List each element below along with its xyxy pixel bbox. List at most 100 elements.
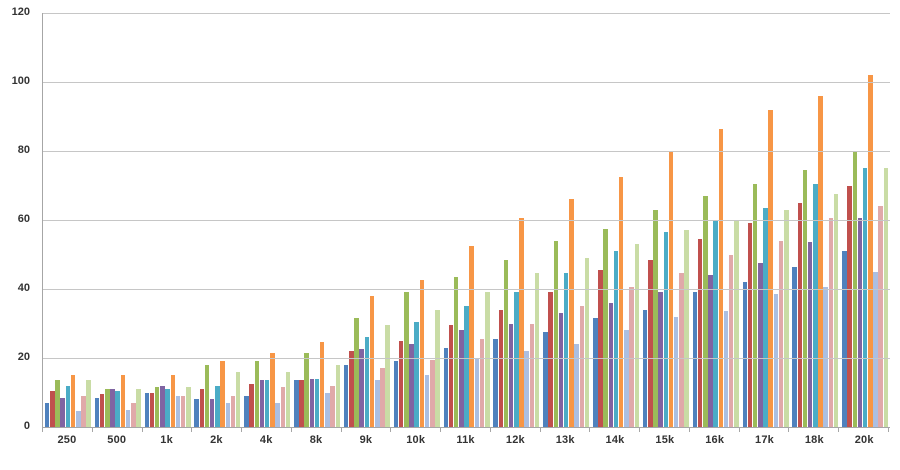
bar-red	[648, 259, 653, 427]
bar-light-blue	[175, 395, 181, 427]
x-axis-tick	[342, 428, 392, 432]
bar-light-green	[285, 371, 291, 427]
bar-orange	[170, 375, 175, 427]
bar-orange	[419, 280, 425, 427]
bar-purple	[309, 378, 315, 427]
bar-light-pink	[679, 273, 684, 427]
x-axis-tick	[93, 428, 143, 432]
bar-blue	[144, 392, 150, 427]
x-tick-label: 13k	[555, 434, 575, 446]
bar-teal	[364, 337, 370, 427]
bar-blue	[244, 395, 249, 427]
bar-purple	[608, 302, 614, 427]
bar-red	[249, 383, 254, 427]
x-axis-tick	[640, 428, 690, 432]
plot-area	[42, 13, 890, 428]
bar-light-pink	[280, 387, 286, 427]
bar-green	[354, 318, 359, 427]
x-axis-tick	[391, 428, 442, 432]
bar-teal	[862, 168, 868, 427]
bar-red	[548, 292, 553, 427]
bar-light-pink	[230, 395, 236, 427]
bar-light-blue	[275, 402, 280, 427]
gridline	[43, 82, 890, 83]
bar-light-blue	[325, 392, 330, 427]
bar-green	[802, 169, 808, 427]
bar-red	[797, 202, 803, 427]
bar-light-blue	[76, 411, 81, 427]
bar-orange	[818, 95, 823, 427]
y-axis: 0 20 40 60 80 100 120	[0, 0, 36, 470]
bar-teal	[215, 385, 220, 427]
y-tick-label: 40	[17, 282, 30, 294]
gridline	[43, 289, 890, 290]
bar-group-9k	[342, 13, 392, 427]
bar-light-blue	[823, 287, 828, 427]
x-axis: 250 500 1k 2k 4k 8k 9k 10k 11k 12k 13k 14k 15k 16k 17k…	[42, 434, 889, 446]
bar-purple	[60, 397, 65, 427]
bar-group-4k	[242, 13, 292, 427]
bar-group-10k	[392, 13, 442, 427]
bar-teal	[264, 380, 270, 427]
bar-light-pink	[579, 306, 584, 427]
x-axis-tick	[143, 428, 193, 432]
bar-blue	[343, 364, 349, 427]
bar-orange	[319, 342, 325, 427]
bar-light-green	[634, 244, 640, 427]
bar-light-pink	[828, 218, 834, 427]
bar-purple	[459, 330, 464, 427]
bar-teal	[613, 251, 619, 427]
bar-light-pink	[430, 359, 435, 427]
bar-red	[99, 394, 105, 427]
bar-light-green	[584, 257, 590, 427]
bar-green	[55, 380, 60, 427]
bar-group-16k	[691, 13, 741, 427]
x-axis-tick	[541, 428, 591, 432]
bar-green	[503, 259, 509, 427]
x-tick-label: 500	[107, 434, 127, 446]
x-axis-tick	[789, 428, 840, 432]
x-axis-tick	[839, 428, 890, 432]
bar-purple	[359, 349, 364, 427]
bar-orange	[120, 375, 126, 427]
bar-blue	[543, 332, 548, 427]
bar-teal	[165, 389, 170, 427]
bar-group-14k	[591, 13, 641, 427]
bar-light-pink	[81, 395, 86, 427]
x-tick-label: 12k	[505, 434, 525, 446]
bar-green	[154, 387, 160, 427]
bar-purple	[259, 380, 265, 427]
bar-orange	[220, 361, 225, 427]
bar-purple	[508, 323, 514, 427]
bar-light-pink	[131, 402, 136, 427]
bar-group-8k	[292, 13, 342, 427]
bar-light-green	[883, 168, 889, 427]
bar-group-500	[93, 13, 143, 427]
bar-light-green	[833, 194, 839, 427]
y-tick-label: 20	[17, 351, 30, 363]
bar-orange	[618, 176, 624, 427]
bar-light-blue	[773, 294, 779, 427]
bar-light-pink	[479, 339, 485, 427]
y-tick-label: 120	[11, 6, 30, 18]
bar-orange	[868, 75, 873, 427]
bar-green	[204, 364, 210, 427]
x-axis-tick	[441, 428, 491, 432]
bar-teal	[65, 385, 71, 427]
bar-green	[105, 389, 110, 427]
bar-light-pink	[529, 323, 535, 427]
x-tick-label: 1k	[160, 434, 173, 446]
bar-teal	[115, 390, 120, 427]
bar-light-pink	[330, 385, 335, 427]
bar-green	[603, 228, 608, 427]
x-axis-tick	[590, 428, 641, 432]
bar-blue	[792, 266, 797, 427]
bar-blue	[44, 402, 50, 427]
bar-purple	[708, 275, 713, 427]
bar-purple	[209, 399, 215, 427]
bar-purple	[807, 242, 813, 427]
bar-blue	[742, 282, 747, 427]
bar-purple	[558, 313, 564, 427]
bar-teal	[713, 220, 718, 427]
